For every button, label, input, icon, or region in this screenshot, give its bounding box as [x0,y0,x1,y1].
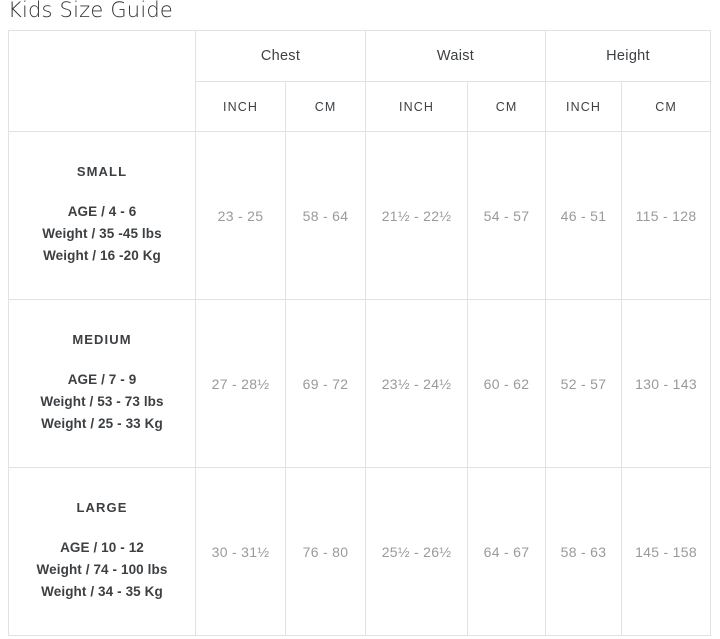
unit-header-waist-inch: INCH [365,81,469,132]
table-row: SMALL AGE / 4 - 6 Weight / 35 -45 lbs We… [8,131,712,300]
size-detail-weight-lbs: Weight / 53 - 73 lbs [40,394,164,410]
size-detail-weight-lbs: Weight / 74 - 100 lbs [36,562,168,578]
size-cell-medium: MEDIUM AGE / 7 - 9 Weight / 53 - 73 lbs … [8,299,196,468]
value-height-inch: 46 - 51 [545,131,623,300]
size-label: MEDIUM [72,332,132,348]
value-chest-inch: 27 - 28½ [195,299,286,468]
kids-size-guide-table: Chest Waist Height INCH CM INCH CM INCH … [8,30,712,636]
unit-header-row: INCH CM INCH CM INCH CM [9,81,712,132]
unit-header-waist-cm: CM [467,81,547,132]
group-header-row: Chest Waist Height [8,30,712,132]
value-chest-cm: 58 - 64 [284,131,367,300]
value-waist-cm: 64 - 67 [467,467,547,636]
size-detail-weight-kg: Weight / 16 -20 Kg [43,247,161,263]
size-cell-small: SMALL AGE / 4 - 6 Weight / 35 -45 lbs We… [8,131,196,300]
value-chest-cm: 76 - 80 [284,467,367,636]
unit-header-chest-inch: INCH [195,81,286,132]
table-body: SMALL AGE / 4 - 6 Weight / 35 -45 lbs We… [8,131,712,636]
value-waist-inch: 25½ - 26½ [365,467,469,636]
size-detail-age: AGE / 4 - 6 [67,204,137,220]
value-chest-inch: 30 - 31½ [195,467,286,636]
size-detail-weight-lbs: Weight / 35 -45 lbs [42,226,162,242]
table-header: Chest Waist Height INCH CM INCH CM INCH … [8,30,712,132]
unit-header-height-cm: CM [621,81,712,132]
value-waist-inch: 23½ - 24½ [365,299,469,468]
value-height-inch: 58 - 63 [545,467,623,636]
size-cell-large: LARGE AGE / 10 - 12 Weight / 74 - 100 lb… [8,467,196,636]
value-height-cm: 130 - 143 [621,299,712,468]
size-detail-age: AGE / 7 - 9 [67,372,137,388]
value-waist-cm: 60 - 62 [467,299,547,468]
size-label: SMALL [76,164,128,180]
unit-header-chest-cm: CM [284,81,367,132]
value-height-cm: 145 - 158 [621,467,712,636]
value-chest-inch: 23 - 25 [195,131,286,300]
value-chest-cm: 69 - 72 [284,299,367,468]
group-header-waist: Waist [365,30,547,82]
corner-cell [8,30,196,132]
size-label: LARGE [76,500,128,516]
value-waist-inch: 21½ - 22½ [365,131,469,300]
value-height-inch: 52 - 57 [545,299,623,468]
group-header-chest: Chest [194,30,367,82]
size-detail-weight-kg: Weight / 25 - 33 Kg [41,415,163,431]
page-title: Kids Size Guide [8,0,174,22]
size-detail-age: AGE / 10 - 12 [60,540,144,556]
table-row: MEDIUM AGE / 7 - 9 Weight / 53 - 73 lbs … [8,299,712,468]
group-header-height: Height [545,30,712,82]
table-row: LARGE AGE / 10 - 12 Weight / 74 - 100 lb… [8,467,712,636]
size-detail-weight-kg: Weight / 34 - 35 Kg [41,583,163,599]
value-waist-cm: 54 - 57 [467,131,547,300]
unit-header-height-inch: INCH [545,81,623,132]
value-height-cm: 115 - 128 [621,131,712,300]
